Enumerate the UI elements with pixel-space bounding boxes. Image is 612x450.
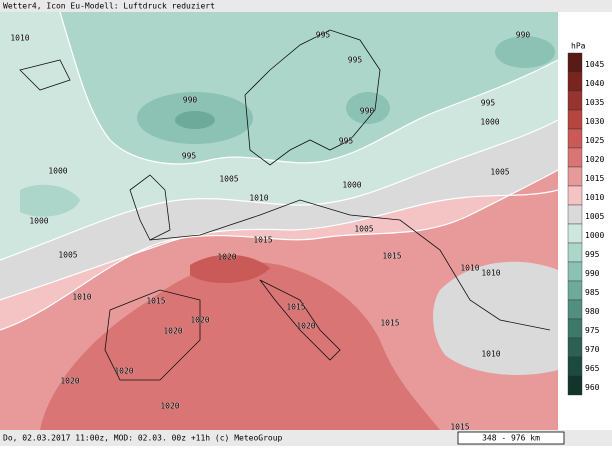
legend-label: 995 bbox=[585, 250, 600, 259]
legend-unit: hPa bbox=[571, 42, 586, 51]
isobar-label: 1000 bbox=[342, 181, 361, 190]
isobar-label: 990 bbox=[183, 96, 198, 105]
footer-text: Do, 02.03.2017 11:00z, MOD: 02.03. 00z +… bbox=[3, 434, 283, 443]
isobar-label: 1010 bbox=[10, 34, 29, 43]
legend-swatch bbox=[567, 166, 583, 187]
isobar-label: 995 bbox=[339, 137, 354, 146]
legend-swatch bbox=[567, 261, 583, 282]
isobar-label: 990 bbox=[360, 107, 375, 116]
legend-label: 1025 bbox=[585, 136, 604, 145]
legend-label: 980 bbox=[585, 307, 600, 316]
title-bar bbox=[0, 0, 612, 12]
isobar-label: 995 bbox=[182, 152, 197, 161]
field-985 bbox=[175, 111, 215, 129]
legend-swatch bbox=[567, 185, 583, 206]
isobar-label: 1020 bbox=[296, 322, 315, 331]
legend-label: 1005 bbox=[585, 212, 604, 221]
legend-swatch bbox=[567, 147, 583, 168]
isobar-label: 1010 bbox=[460, 264, 479, 273]
legend-swatch bbox=[567, 90, 583, 111]
isobar-label: 995 bbox=[348, 56, 363, 65]
legend-label: 960 bbox=[585, 383, 600, 392]
isobar-label: 1015 bbox=[450, 423, 469, 432]
legend-label: 1030 bbox=[585, 117, 604, 126]
isobar-label: 1015 bbox=[253, 236, 272, 245]
isobar-label: 1005 bbox=[490, 168, 509, 177]
scale-box bbox=[457, 431, 565, 445]
isobar-label: 1020 bbox=[190, 316, 209, 325]
isobar-label: 1000 bbox=[48, 167, 67, 176]
field-990 bbox=[495, 36, 555, 68]
field-1020 bbox=[40, 261, 440, 430]
legend-swatch bbox=[567, 280, 583, 301]
legend-swatch bbox=[567, 299, 583, 320]
legend-label: 1045 bbox=[585, 60, 604, 69]
legend-swatch bbox=[567, 337, 583, 358]
field-995-west bbox=[20, 184, 80, 217]
isobar-label: 1010 bbox=[72, 293, 91, 302]
legend-label: 990 bbox=[585, 269, 600, 278]
legend-swatch bbox=[567, 71, 583, 92]
isobar-label: 1020 bbox=[114, 367, 133, 376]
legend-label: 965 bbox=[585, 364, 600, 373]
isobar-label: 1020 bbox=[217, 253, 236, 262]
isobar-label: 990 bbox=[516, 31, 531, 40]
title: Wetter4, Icon Eu-Modell: Luftdruck reduz… bbox=[3, 2, 215, 11]
legend-label: 1040 bbox=[585, 79, 604, 88]
isobar-label: 1010 bbox=[481, 269, 500, 278]
legend-label: 975 bbox=[585, 326, 600, 335]
coastlines bbox=[19, 29, 551, 381]
isobar-label: 1005 bbox=[219, 175, 238, 184]
isobar-label: 1015 bbox=[286, 303, 305, 312]
isobar-label: 995 bbox=[316, 31, 331, 40]
legend-label: 1015 bbox=[585, 174, 604, 183]
legend-swatch bbox=[567, 242, 583, 263]
legend-swatch bbox=[567, 204, 583, 225]
field-990 bbox=[346, 92, 390, 124]
legend-swatch bbox=[567, 223, 583, 244]
legend-swatch bbox=[567, 109, 583, 130]
legend-swatch bbox=[567, 52, 583, 73]
isobar-label: 1000 bbox=[480, 118, 499, 127]
isobar-label: 1005 bbox=[58, 251, 77, 260]
isobar-labels: 1010 995 995 990 990 990 995 1000 995 995 1000 1005… bbox=[10, 30, 531, 432]
legend-label: 970 bbox=[585, 345, 600, 354]
isobar-label: 1015 bbox=[380, 319, 399, 328]
isobar-label: 995 bbox=[481, 99, 496, 108]
isobar-label: 1000 bbox=[29, 217, 48, 226]
legend-label: 1020 bbox=[585, 155, 604, 164]
legend-swatch bbox=[567, 128, 583, 149]
legend-label: 1035 bbox=[585, 98, 604, 107]
isobar-label: 1010 bbox=[249, 194, 268, 203]
isobar-label: 1010 bbox=[481, 350, 500, 359]
legend-swatch bbox=[567, 318, 583, 339]
isobar-label: 1020 bbox=[163, 327, 182, 336]
legend-label: 985 bbox=[585, 288, 600, 297]
legend-label: 1010 bbox=[585, 193, 604, 202]
isobar-label: 1020 bbox=[60, 377, 79, 386]
isobar-label: 1020 bbox=[160, 402, 179, 411]
field-1025 bbox=[190, 254, 270, 284]
legend-swatch bbox=[567, 375, 583, 396]
legend-label: 1000 bbox=[585, 231, 604, 240]
legend-swatch bbox=[567, 356, 583, 377]
scale-text: 348 - 976 km bbox=[482, 434, 540, 443]
legend: 1045 1040 1035 1030 1025 1020 1015 1010 1005 1000… bbox=[567, 52, 604, 396]
isobar-label: 1015 bbox=[146, 297, 165, 306]
isobars bbox=[0, 11, 559, 331]
isobar-label: 1015 bbox=[382, 252, 401, 261]
isobar-label: 1005 bbox=[354, 225, 373, 234]
